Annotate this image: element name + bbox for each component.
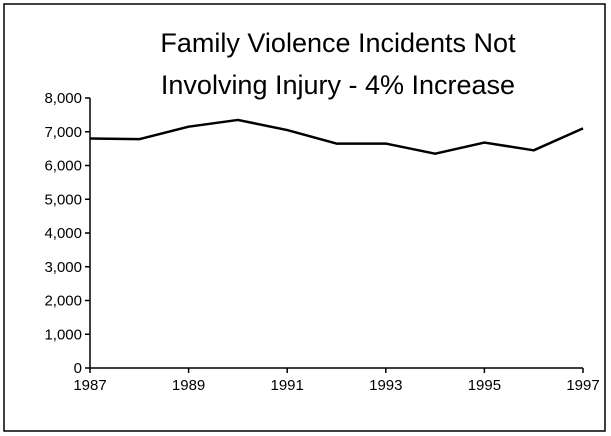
y-tick-label: 7,000 [44,124,82,141]
y-tick-label: 1,000 [44,326,82,343]
y-tick-label: 3,000 [44,259,82,276]
x-tick-label: 1991 [271,377,304,394]
y-tick-label: 4,000 [44,225,82,242]
x-tick-label: 1993 [369,377,402,394]
y-tick-label: 0 [74,360,82,377]
x-tick-label: 1989 [172,377,205,394]
chart-title: Family Violence Incidents Not [160,28,516,58]
x-tick-label: 1995 [468,377,501,394]
line [89,118,584,155]
y-tick-label: 8,000 [44,90,82,107]
x-tick-label: 1987 [73,377,106,394]
y-tick-label: 5,000 [44,191,82,208]
x-tick-label: 1997 [566,377,599,394]
y-tick-label: 6,000 [44,158,82,175]
chart-title: Involving Injury - 4% Increase [161,70,515,100]
chart-border [3,3,606,432]
y-tick-label: 2,000 [44,293,82,310]
